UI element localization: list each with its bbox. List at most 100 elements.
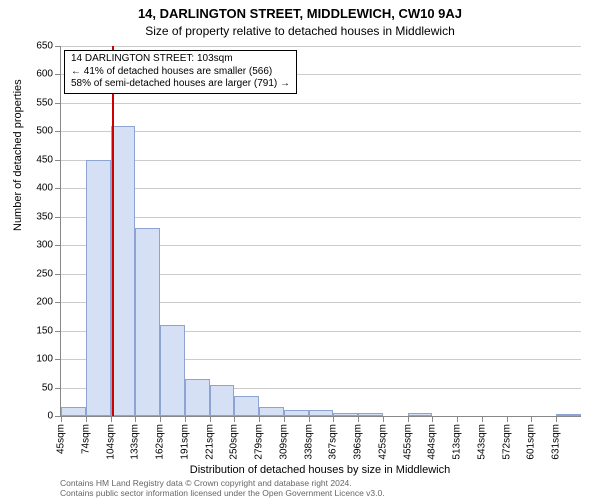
histogram-bar <box>309 410 334 416</box>
x-tick <box>531 416 532 422</box>
gridline <box>61 188 581 189</box>
x-tick <box>309 416 310 422</box>
y-tick <box>55 131 61 132</box>
histogram-bar <box>259 407 284 416</box>
y-tick-label: 450 <box>36 154 53 165</box>
y-tick <box>55 74 61 75</box>
y-tick-label: 400 <box>36 183 53 194</box>
x-tick-label: 309sqm <box>278 424 289 460</box>
x-tick <box>111 416 112 422</box>
footer-line-2: Contains public sector information licen… <box>60 488 580 498</box>
plot-area: 0501001502002503003504004505005506006504… <box>60 46 581 417</box>
x-tick <box>333 416 334 422</box>
x-tick <box>432 416 433 422</box>
x-tick-label: 543sqm <box>476 424 487 460</box>
x-tick <box>457 416 458 422</box>
y-tick-label: 0 <box>47 411 53 422</box>
histogram-bar <box>86 160 111 416</box>
chart-title: 14, DARLINGTON STREET, MIDDLEWICH, CW10 … <box>0 6 600 21</box>
footer-line-1: Contains HM Land Registry data © Crown c… <box>60 478 580 488</box>
marker-line <box>112 46 114 416</box>
x-tick-label: 601sqm <box>526 424 537 460</box>
x-tick-label: 133sqm <box>130 424 141 460</box>
x-tick <box>160 416 161 422</box>
histogram-bar <box>284 410 309 416</box>
y-tick-label: 100 <box>36 354 53 365</box>
y-tick-label: 150 <box>36 325 53 336</box>
gridline <box>61 160 581 161</box>
y-tick <box>55 359 61 360</box>
histogram-bar <box>556 414 581 416</box>
x-tick-label: 367sqm <box>328 424 339 460</box>
x-tick <box>358 416 359 422</box>
x-tick-label: 191sqm <box>179 424 190 460</box>
y-tick <box>55 217 61 218</box>
x-tick-label: 513sqm <box>452 424 463 460</box>
x-tick-label: 572sqm <box>501 424 512 460</box>
annotation-line: 14 DARLINGTON STREET: 103sqm <box>71 53 290 66</box>
x-tick <box>383 416 384 422</box>
y-tick <box>55 103 61 104</box>
annotation-line: ← 41% of detached houses are smaller (56… <box>71 66 290 79</box>
y-tick <box>55 274 61 275</box>
y-tick <box>55 160 61 161</box>
y-tick-label: 550 <box>36 97 53 108</box>
x-axis-label: Distribution of detached houses by size … <box>60 464 580 476</box>
y-tick-label: 200 <box>36 297 53 308</box>
x-tick-label: 631sqm <box>551 424 562 460</box>
x-tick <box>61 416 62 422</box>
histogram-bar <box>234 396 259 416</box>
gridline <box>61 46 581 47</box>
x-tick-label: 396sqm <box>353 424 364 460</box>
x-tick-label: 74sqm <box>80 424 91 454</box>
histogram-bar <box>333 413 358 416</box>
histogram-bar <box>408 413 433 416</box>
x-tick-label: 455sqm <box>402 424 413 460</box>
y-tick <box>55 331 61 332</box>
x-tick <box>86 416 87 422</box>
y-tick-label: 50 <box>42 382 53 393</box>
y-tick-label: 350 <box>36 211 53 222</box>
x-tick <box>408 416 409 422</box>
y-axis-label: Number of detached properties <box>12 79 24 231</box>
histogram-bar <box>358 413 383 416</box>
gridline <box>61 103 581 104</box>
y-tick <box>55 188 61 189</box>
histogram-bar <box>135 228 160 416</box>
y-tick-label: 300 <box>36 240 53 251</box>
y-tick <box>55 245 61 246</box>
gridline <box>61 131 581 132</box>
x-tick-label: 250sqm <box>229 424 240 460</box>
x-tick-label: 221sqm <box>204 424 215 460</box>
histogram-bar <box>210 385 235 416</box>
x-tick-label: 279sqm <box>254 424 265 460</box>
x-tick <box>185 416 186 422</box>
y-tick <box>55 46 61 47</box>
x-tick-label: 338sqm <box>303 424 314 460</box>
x-tick <box>234 416 235 422</box>
y-tick-label: 500 <box>36 126 53 137</box>
x-tick <box>482 416 483 422</box>
y-tick-label: 600 <box>36 69 53 80</box>
y-tick-label: 250 <box>36 268 53 279</box>
y-tick-label: 650 <box>36 41 53 52</box>
chart-subtitle: Size of property relative to detached ho… <box>0 24 600 38</box>
x-tick <box>210 416 211 422</box>
x-tick-label: 484sqm <box>427 424 438 460</box>
x-tick-label: 45sqm <box>56 424 67 454</box>
x-tick <box>556 416 557 422</box>
x-tick <box>259 416 260 422</box>
x-tick <box>507 416 508 422</box>
gridline <box>61 217 581 218</box>
footer-attribution: Contains HM Land Registry data © Crown c… <box>60 478 580 498</box>
y-tick <box>55 302 61 303</box>
x-tick-label: 162sqm <box>155 424 166 460</box>
histogram-bar <box>185 379 210 416</box>
y-tick <box>55 388 61 389</box>
x-tick <box>135 416 136 422</box>
histogram-bar <box>160 325 185 416</box>
x-tick-label: 425sqm <box>377 424 388 460</box>
chart-page: { "title": "14, DARLINGTON STREET, MIDDL… <box>0 0 600 500</box>
x-tick <box>284 416 285 422</box>
histogram-bar <box>61 407 86 416</box>
